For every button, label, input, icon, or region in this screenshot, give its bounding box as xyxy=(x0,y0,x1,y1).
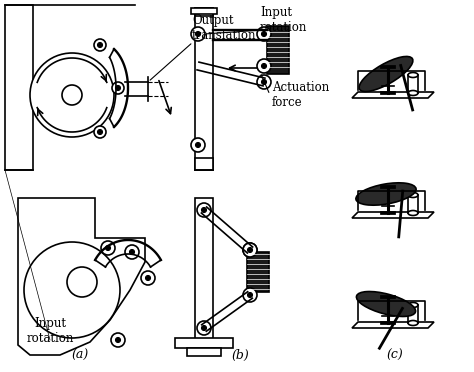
Polygon shape xyxy=(352,212,434,218)
Circle shape xyxy=(98,129,102,135)
Circle shape xyxy=(98,42,102,48)
Circle shape xyxy=(247,247,253,253)
Circle shape xyxy=(257,27,271,41)
Circle shape xyxy=(141,271,155,285)
Bar xyxy=(195,8,213,170)
Circle shape xyxy=(191,27,205,41)
Circle shape xyxy=(116,86,120,90)
Circle shape xyxy=(262,32,266,36)
Bar xyxy=(195,158,213,170)
Bar xyxy=(175,338,233,348)
Circle shape xyxy=(247,292,253,298)
Circle shape xyxy=(94,126,106,138)
Circle shape xyxy=(262,64,266,68)
Circle shape xyxy=(257,75,271,89)
Text: Input
rotation: Input rotation xyxy=(27,317,73,345)
Circle shape xyxy=(67,267,97,297)
Circle shape xyxy=(125,245,139,259)
Circle shape xyxy=(243,288,257,302)
Bar xyxy=(195,198,213,343)
Bar xyxy=(408,75,418,93)
Bar xyxy=(195,8,213,170)
Circle shape xyxy=(243,243,257,257)
Ellipse shape xyxy=(408,90,418,96)
Text: (a): (a) xyxy=(72,349,89,362)
Bar xyxy=(408,305,418,323)
Bar xyxy=(247,252,269,292)
Polygon shape xyxy=(352,322,434,328)
Circle shape xyxy=(129,250,135,254)
Polygon shape xyxy=(18,198,145,355)
Circle shape xyxy=(247,247,253,253)
Text: Actuation
force: Actuation force xyxy=(272,81,329,109)
Circle shape xyxy=(197,321,211,335)
Circle shape xyxy=(94,39,106,51)
Circle shape xyxy=(262,80,266,84)
Ellipse shape xyxy=(408,73,418,77)
Circle shape xyxy=(243,243,257,257)
Text: Input
rotation: Input rotation xyxy=(260,6,307,34)
Circle shape xyxy=(195,142,201,148)
Circle shape xyxy=(106,246,110,250)
Circle shape xyxy=(257,59,271,73)
Ellipse shape xyxy=(408,211,418,215)
Circle shape xyxy=(112,82,124,94)
Circle shape xyxy=(195,32,201,36)
Ellipse shape xyxy=(408,192,418,198)
Circle shape xyxy=(24,242,120,338)
Bar xyxy=(191,8,217,14)
Bar xyxy=(187,348,221,356)
Ellipse shape xyxy=(356,183,416,205)
Circle shape xyxy=(201,208,207,212)
Ellipse shape xyxy=(356,292,416,317)
Text: (c): (c) xyxy=(387,349,403,362)
Text: Output
translation: Output translation xyxy=(192,14,256,42)
Circle shape xyxy=(111,333,125,347)
Circle shape xyxy=(62,85,82,105)
Polygon shape xyxy=(352,92,434,98)
Bar xyxy=(195,8,213,16)
Ellipse shape xyxy=(359,57,413,92)
Circle shape xyxy=(116,337,120,343)
Circle shape xyxy=(201,326,207,330)
Ellipse shape xyxy=(408,321,418,326)
Ellipse shape xyxy=(408,302,418,308)
Circle shape xyxy=(197,203,211,217)
Circle shape xyxy=(191,138,205,152)
Bar xyxy=(267,26,289,74)
Text: (b): (b) xyxy=(231,349,249,362)
Circle shape xyxy=(30,53,114,137)
Circle shape xyxy=(101,241,115,255)
Bar xyxy=(408,195,418,213)
Bar xyxy=(5,5,33,170)
Circle shape xyxy=(146,276,151,280)
